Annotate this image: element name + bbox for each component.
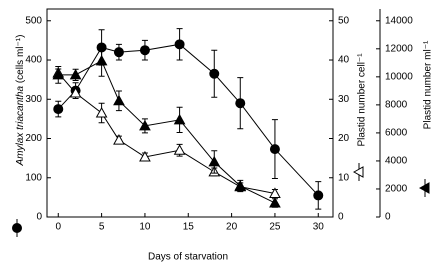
marker <box>174 39 185 50</box>
x-tick-label: 10 <box>139 222 151 233</box>
y3-tick-label: 4000 <box>385 156 408 167</box>
x-tick-label: 30 <box>313 222 325 233</box>
series-line <box>58 60 276 204</box>
series-line <box>57 43 319 196</box>
marker <box>69 68 82 80</box>
marker <box>209 68 220 79</box>
marker <box>173 113 186 125</box>
marker <box>313 190 324 201</box>
x-tick-label: 25 <box>269 222 281 233</box>
marker <box>113 94 125 106</box>
legend-marker <box>418 182 430 194</box>
y-tick-label: 100 <box>25 172 42 183</box>
y2-axis-label: Plastid number cell⁻¹ <box>357 53 368 147</box>
y2-tick-label: 30 <box>338 94 350 105</box>
y2-tick-label: 20 <box>338 133 350 144</box>
y3-tick-label: 8000 <box>385 100 408 111</box>
y-label-unit: (cells ml⁻¹) <box>15 35 26 84</box>
marker <box>113 134 125 145</box>
y3-axis-label: Plastid number ml⁻¹ <box>423 40 434 129</box>
y3-tick-label: 2000 <box>385 184 408 195</box>
y3-tick-label: 0 <box>385 212 391 223</box>
y3-tick-label: 6000 <box>385 128 408 139</box>
marker <box>269 144 280 155</box>
y3-tick-label: 12000 <box>385 43 413 54</box>
marker <box>208 155 221 167</box>
legend-marker <box>12 223 22 233</box>
marker <box>69 86 82 98</box>
y-axis-label: Amylax triacantha (cells ml⁻¹) <box>15 35 26 167</box>
y-tick-label: 200 <box>25 133 42 144</box>
marker <box>52 68 65 80</box>
marker <box>139 119 151 131</box>
x-tick-label: 20 <box>226 222 238 233</box>
marker <box>95 54 108 66</box>
y-tick-label: 0 <box>36 212 42 223</box>
marker <box>139 45 150 56</box>
marker <box>173 144 186 155</box>
marker <box>235 98 246 109</box>
y-label-species: Amylax triacantha <box>15 86 26 167</box>
marker <box>139 150 151 162</box>
x-tick-label: 15 <box>183 222 195 233</box>
series-line <box>57 72 276 194</box>
y2-tick-label: 0 <box>338 212 344 223</box>
y3-tick-label: 10000 <box>385 71 413 82</box>
y2-tick-label: 40 <box>338 55 350 66</box>
marker <box>234 179 247 191</box>
plot-frame <box>46 8 334 218</box>
y-tick-label: 500 <box>25 15 42 26</box>
y-tick-label: 300 <box>25 94 42 105</box>
y-tick-label: 400 <box>25 55 42 66</box>
y3-tick-label: 14000 <box>385 15 413 26</box>
y2-tick-label: 50 <box>338 15 350 26</box>
marker <box>95 106 108 118</box>
marker <box>113 47 124 58</box>
marker <box>269 196 281 208</box>
x-tick-label: 5 <box>99 222 105 233</box>
y2-tick-label: 10 <box>338 172 350 183</box>
x-tick-label: 0 <box>55 222 61 233</box>
legend-marker <box>352 166 364 178</box>
x-axis-label: Days of starvation <box>148 252 228 263</box>
marker <box>53 104 64 115</box>
